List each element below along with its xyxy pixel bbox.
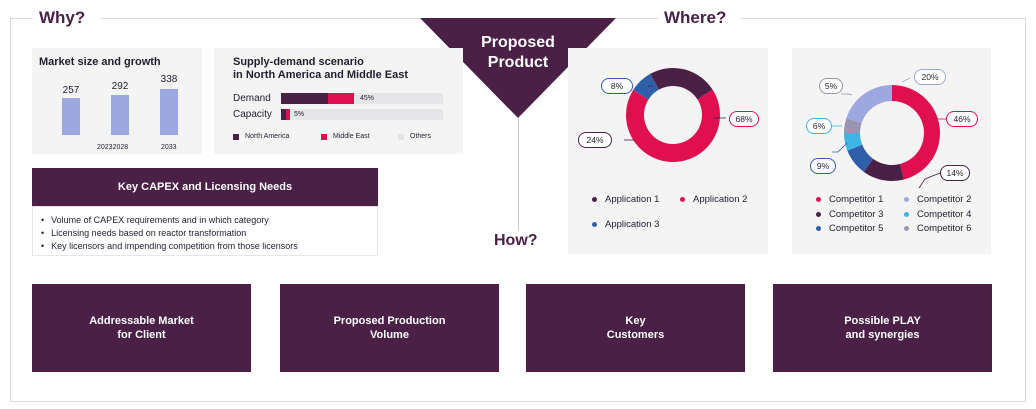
market-value-1: 257 — [62, 85, 80, 96]
applications-card: 8% 24% 68% Application 1 Application 2 A… — [568, 48, 768, 254]
competitors-donut-chart — [829, 77, 947, 189]
competitor-slice — [846, 85, 892, 124]
comp-callout-46: 46% — [946, 111, 978, 127]
legend-north-america: North America — [233, 133, 289, 140]
app-callout-24: 24% — [578, 132, 612, 148]
market-size-card: Market size and growth 257 292 338 20232… — [32, 48, 202, 154]
legend-competitor-6: Competitor 6 — [904, 223, 971, 234]
frame-top-line — [741, 18, 1026, 19]
comp-callout-14: 14% — [940, 165, 970, 181]
legend-competitor-2: Competitor 2 — [904, 194, 971, 205]
app-callout-8: 8% — [601, 78, 633, 94]
capex-title: Key CAPEX and Licensing Needs — [32, 168, 378, 206]
capex-item: • Key licensors and impending competition… — [41, 241, 298, 251]
supply-demand-card: Supply-demand scenario in North America … — [214, 48, 463, 154]
market-bar-1 — [62, 98, 80, 135]
legend-competitor-5: Competitor 5 — [816, 223, 883, 234]
how-heading: How? — [494, 232, 538, 249]
demand-track — [281, 93, 443, 104]
comp-callout-20: 20% — [914, 69, 946, 85]
proposed-product-label: Proposed Product — [481, 34, 555, 71]
applications-donut-chart — [624, 68, 726, 162]
market-year-2: 20232028 — [97, 144, 129, 151]
market-value-3: 338 — [160, 74, 178, 85]
legend-competitor-3: Competitor 3 — [816, 209, 883, 220]
legend-competitor-4: Competitor 4 — [904, 209, 971, 220]
capacity-label: Capacity — [233, 109, 272, 120]
application-slice — [626, 89, 720, 162]
where-heading: Where? — [658, 8, 733, 28]
legend-application-2: Application 2 — [680, 194, 747, 205]
main-frame — [10, 18, 1026, 402]
comp-callout-9: 9% — [810, 158, 836, 174]
application-slice — [650, 68, 713, 100]
app-callout-68: 68% — [729, 111, 759, 127]
competitor-slice — [892, 85, 940, 180]
possible-play-box: Possible PLAY and synergies — [773, 284, 992, 372]
demand-label: Demand — [233, 93, 271, 104]
market-bar-3 — [160, 89, 178, 135]
frame-top-line — [10, 18, 33, 19]
competitor-slice — [847, 144, 874, 172]
market-year-3: 2033 — [161, 144, 177, 151]
capex-list: • Volume of CAPEX requirements and in whi… — [32, 206, 378, 256]
legend-competitor-1: Competitor 1 — [816, 194, 883, 205]
capex-item: • Licensing needs based on reactor transf… — [41, 228, 247, 238]
market-size-title: Market size and growth — [39, 56, 161, 68]
demand-pct: 45% — [360, 95, 375, 102]
application-slice — [633, 73, 659, 100]
supply-title: Supply-demand scenario in North America … — [233, 56, 409, 81]
legend-application-3: Application 3 — [592, 219, 659, 230]
frame-top-line — [101, 18, 420, 19]
market-value-2: 292 — [111, 81, 129, 92]
competitors-card: 5% 6% 9% 14% 46% 20% Competitor 1 Compet… — [792, 48, 991, 254]
comp-callout-6: 6% — [806, 118, 832, 134]
comp-callout-5: 5% — [819, 78, 843, 94]
legend-others: Others — [398, 133, 431, 140]
frame-top-line — [616, 18, 658, 19]
production-volume-box: Proposed Production Volume — [280, 284, 499, 372]
legend-middle-east: Middle East — [321, 133, 370, 140]
capacity-pct: 5% — [294, 111, 305, 118]
competitor-slice — [844, 118, 862, 133]
demand-north-america — [281, 93, 328, 104]
market-bar-2 — [111, 95, 129, 135]
competitor-slice — [844, 133, 863, 151]
capacity-track — [281, 109, 443, 120]
connector-line — [518, 118, 519, 230]
legend-application-1: Application 1 — [592, 194, 659, 205]
capacity-north-america — [281, 109, 286, 120]
key-customers-box: Key Customers — [526, 284, 745, 372]
why-heading: Why? — [33, 8, 92, 28]
demand-middle-east — [328, 93, 354, 104]
competitor-slice — [863, 158, 904, 182]
capacity-middle-east — [286, 109, 290, 120]
addressable-market-box: Addressable Market for Client — [32, 284, 251, 372]
capex-item: • Volume of CAPEX requirements and in whi… — [41, 215, 269, 225]
